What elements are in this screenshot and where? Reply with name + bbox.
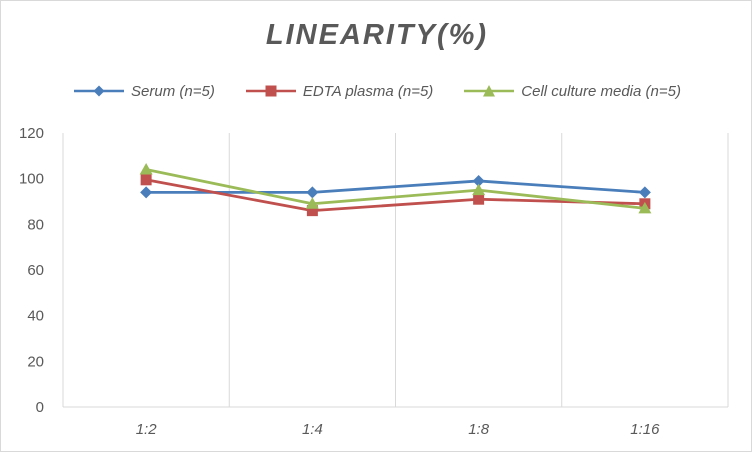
y-tick-label: 100 [19, 171, 44, 188]
legend-swatch-cell-culture-media [464, 85, 515, 97]
data-point [473, 193, 485, 205]
y-tick-label: 0 [36, 399, 44, 416]
x-tick-label: 1:2 [136, 421, 158, 438]
x-tick-label: 1:16 [630, 421, 660, 438]
series-line [146, 179, 645, 194]
data-point [306, 186, 319, 199]
legend: Serum (n=5) EDTA plasma (n=5) Cell cultu… [1, 79, 752, 103]
y-tick-label: 120 [19, 125, 44, 142]
data-point [472, 174, 485, 187]
legend-label-edta-plasma: EDTA plasma (n=5) [302, 82, 434, 100]
y-tick-label: 20 [27, 353, 44, 370]
y-tick-label: 60 [27, 262, 44, 279]
series-line [145, 178, 645, 213]
legend-item-edta-plasma: EDTA plasma (n=5) [245, 83, 433, 100]
legend-item-cell-culture-media: Cell culture media (n=5) [463, 83, 681, 100]
y-tick-label: 40 [27, 308, 44, 325]
data-point [638, 186, 651, 199]
data-point [140, 174, 152, 186]
legend-swatch-edta-plasma [245, 85, 296, 97]
legend-label-serum: Serum (n=5) [131, 82, 215, 100]
x-tick-label: 1:4 [302, 421, 323, 438]
series-line [145, 168, 646, 210]
data-point [472, 183, 486, 196]
data-point [140, 186, 153, 199]
data-point [638, 201, 652, 214]
chart-title: LINEARITY(%) [265, 19, 489, 51]
legend-swatch-serum [74, 85, 125, 97]
legend-item-serum: Serum (n=5) [73, 83, 215, 100]
x-tick-label: 1:8 [468, 421, 490, 438]
data-point [305, 197, 319, 209]
y-tick-label: 80 [27, 216, 44, 233]
legend-label-cell-culture-media: Cell culture media (n=5) [521, 82, 681, 100]
data-point [139, 163, 153, 175]
data-point [306, 205, 318, 217]
